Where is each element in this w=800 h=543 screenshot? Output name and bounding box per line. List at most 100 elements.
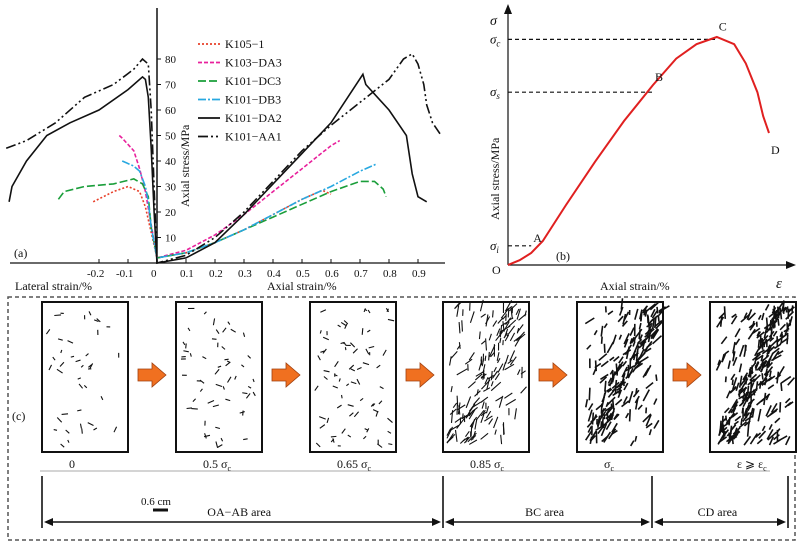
crack-mark: [347, 434, 352, 438]
crack-mark: [752, 327, 761, 334]
crack-mark: [225, 398, 231, 402]
crack-mark: [618, 384, 622, 395]
crack-mark: [785, 306, 789, 313]
crack-mark: [468, 404, 475, 412]
crack-mark: [645, 422, 653, 429]
crack-mark: [488, 351, 490, 361]
crack-mark: [222, 327, 227, 333]
crack-mark: [465, 412, 471, 418]
crack-mark: [777, 350, 784, 355]
panel-a-y-tick-label: 30: [165, 182, 177, 194]
crack-mark: [786, 334, 789, 345]
crack-mark: [605, 421, 612, 431]
crack-mark: [787, 308, 790, 319]
crack-mark: [757, 314, 762, 320]
specimen-cracks: [180, 307, 256, 448]
crack-mark: [771, 307, 777, 314]
crack-mark: [79, 423, 82, 429]
crack-mark: [247, 385, 252, 389]
stage-label: 0.85 σc: [470, 457, 504, 473]
crack-mark: [723, 306, 727, 319]
crack-mark: [480, 414, 485, 423]
crack-mark: [742, 399, 748, 408]
crack-mark: [499, 337, 502, 344]
crack-mark: [387, 417, 393, 424]
crack-mark: [365, 348, 370, 355]
crack-mark: [756, 331, 765, 339]
panel-a-series-4: [8, 72, 428, 264]
crack-mark: [605, 414, 611, 420]
crack-mark: [780, 382, 783, 392]
crack-mark: [623, 311, 630, 321]
crack-mark: [475, 409, 485, 421]
crack-mark: [755, 374, 761, 380]
panel-b-ylabel: Axial stress/MPa: [488, 137, 502, 220]
crack-mark: [53, 429, 58, 431]
crack-mark: [461, 411, 473, 420]
crack-mark: [746, 423, 750, 437]
crack-mark: [741, 378, 749, 389]
crack-mark: [769, 337, 775, 342]
panel-a-chart: 0 0.1 0.2 0.3 0.4 0.5 0.6 0.7 0.8 0.9 -0.2 -0.1 10 20…: [5, 8, 445, 293]
crack-mark: [785, 310, 795, 320]
crack-mark: [509, 356, 517, 366]
crack-mark: [721, 353, 727, 363]
crack-mark: [771, 350, 780, 362]
crack-mark: [774, 417, 781, 424]
panel-b-point-B: B: [655, 70, 663, 84]
crack-mark: [495, 396, 503, 402]
crack-mark: [458, 322, 461, 334]
crack-mark: [777, 365, 785, 377]
crack-mark: [485, 338, 488, 351]
crack-mark: [644, 309, 648, 317]
crack-mark: [490, 381, 502, 392]
crack-mark: [465, 396, 472, 409]
crack-mark: [632, 389, 640, 398]
crack-mark: [613, 413, 620, 421]
crack-mark: [732, 356, 738, 366]
crack-mark: [650, 308, 656, 318]
crack-mark: [754, 354, 759, 364]
crack-mark: [614, 363, 622, 375]
crack-mark: [496, 352, 500, 361]
crack-mark: [215, 383, 223, 388]
crack-mark: [469, 311, 475, 324]
crack-mark: [315, 442, 321, 448]
crack-mark: [215, 441, 219, 448]
crack-mark: [763, 338, 768, 346]
crack-mark: [630, 338, 636, 344]
crack-mark: [346, 383, 350, 387]
crack-mark: [485, 410, 492, 419]
crack-mark: [356, 378, 361, 385]
crack-mark: [721, 434, 726, 440]
panel-a-x-tick-label: 0.8: [383, 268, 397, 280]
stage-arrow: [271, 362, 301, 388]
crack-mark: [752, 377, 758, 383]
crack-mark: [320, 309, 327, 313]
crack-mark: [747, 371, 754, 377]
crack-mark: [653, 419, 660, 429]
crack-mark: [587, 409, 593, 422]
crack-mark: [495, 331, 503, 342]
panel-a-series-1: [118, 134, 341, 259]
crack-mark: [729, 387, 737, 394]
crack-mark: [514, 408, 517, 420]
crack-mark: [594, 360, 598, 372]
crack-mark: [498, 395, 504, 408]
panel-b-level-label: σs: [490, 84, 500, 101]
crack-mark: [336, 404, 342, 409]
specimen-cracks: [584, 298, 670, 447]
panel-a-x-tick-label: 0.2: [209, 268, 223, 280]
crack-mark: [516, 331, 525, 342]
area-arrow-right: [432, 518, 441, 526]
panel-a-ylabel: Axial stress/MPa: [178, 124, 192, 207]
panel-a-series-3: [121, 160, 378, 259]
crack-mark: [761, 354, 770, 362]
panel-b-chart: σ ε O (b) Axial strain/% Axial stress/MP…: [488, 4, 796, 293]
panel-a-series-2: [57, 178, 387, 259]
crack-mark: [490, 352, 495, 358]
crack-mark: [77, 409, 82, 412]
crack-mark: [221, 346, 226, 350]
panel-a-y-tick-label: 50: [165, 131, 177, 143]
crack-mark: [480, 373, 486, 379]
